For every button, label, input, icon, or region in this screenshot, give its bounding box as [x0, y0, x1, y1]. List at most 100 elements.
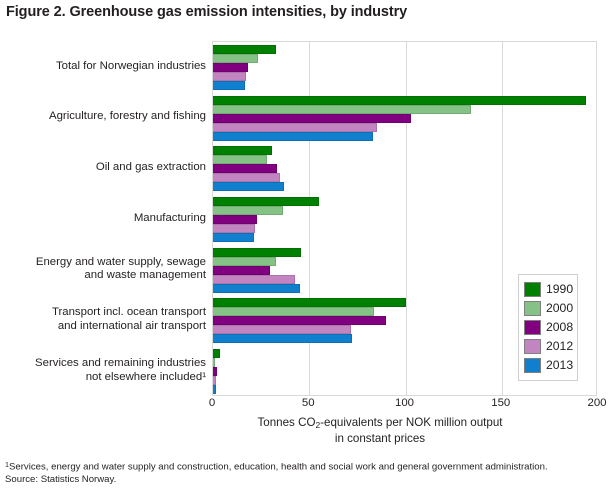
footnote-divider — [0, 455, 610, 456]
category-label-line: and waste management — [84, 269, 206, 282]
footnotes: 1Services, energy and water supply and c… — [5, 459, 607, 486]
bar-group — [213, 296, 596, 347]
bar — [213, 298, 406, 308]
category-label-line: and international air transport — [57, 319, 206, 332]
bar — [213, 214, 257, 224]
bar — [213, 223, 255, 233]
bar — [213, 316, 387, 326]
x-axis-title-subscript: 2 — [315, 420, 321, 431]
bar — [213, 274, 295, 284]
bar — [213, 232, 254, 242]
x-tick-label: 100 — [394, 397, 415, 409]
bar-group — [213, 93, 596, 144]
footnote-marker: 1 — [5, 460, 9, 469]
category-axis-labels: Total for Norwegian industries Agricultur… — [0, 41, 206, 396]
category-label: Transport incl. ocean transport and inter… — [0, 306, 206, 333]
bar — [213, 80, 245, 90]
category-label: Agriculture, forestry and fishing — [0, 110, 206, 124]
bar — [213, 71, 247, 81]
legend-item[interactable]: 1990 — [524, 280, 574, 299]
legend-item[interactable]: 2008 — [524, 318, 574, 337]
bar-group — [213, 245, 596, 296]
x-axis-ticks: 0 50 100 150 200 — [208, 397, 607, 413]
category-label: Total for Norwegian industries — [0, 60, 206, 74]
category-label-line: Services and remaining industries — [35, 357, 206, 370]
legend-label: 2013 — [546, 358, 574, 373]
gridline — [309, 42, 311, 395]
legend-swatch-icon — [524, 339, 541, 354]
x-axis-title: Tonnes CO2-equivalents per NOK million o… — [150, 416, 610, 446]
bar — [213, 385, 217, 395]
legend-swatch-icon — [524, 358, 541, 373]
bar — [213, 164, 278, 174]
bar — [213, 325, 352, 335]
x-tick-label: 150 — [491, 397, 511, 409]
bar — [213, 104, 471, 114]
bar — [213, 367, 217, 377]
category-label-line: Oil and gas extraction — [95, 161, 206, 174]
legend-item[interactable]: 2013 — [524, 356, 574, 375]
bar — [213, 122, 377, 132]
bar-group — [213, 42, 596, 93]
legend-item[interactable]: 2012 — [524, 337, 574, 356]
bar — [213, 95, 587, 105]
bar — [213, 307, 374, 317]
x-axis-title-post: -equivalents per NOK million output — [320, 416, 503, 429]
bar — [213, 256, 276, 266]
legend-swatch-icon — [524, 320, 541, 335]
bar — [213, 349, 220, 359]
legend-item[interactable]: 2000 — [524, 299, 574, 318]
category-label-line: Transport incl. ocean transport — [51, 306, 206, 319]
bar — [213, 205, 284, 215]
x-tick-label: 0 — [208, 397, 216, 409]
bar — [213, 113, 412, 123]
bar — [213, 376, 216, 386]
footnote-note: 1Services, energy and water supply and c… — [5, 459, 607, 474]
x-tick-label: 200 — [587, 397, 607, 409]
gridline — [501, 42, 503, 395]
plot-area — [212, 41, 597, 396]
x-axis-title-line1: Tonnes CO2-equivalents per NOK million o… — [257, 416, 503, 431]
page-title: Figure 2. Greenhouse gas emission intens… — [6, 4, 408, 20]
bar — [213, 265, 270, 275]
legend-label: 2012 — [546, 339, 574, 354]
bar-group — [213, 194, 596, 245]
bar — [213, 334, 353, 344]
bar-group — [213, 143, 596, 194]
x-axis-title-pre: Tonnes CO — [257, 416, 316, 429]
legend-label: 1990 — [546, 282, 574, 297]
category-label-line: Agriculture, forestry and fishing — [48, 110, 206, 123]
bar — [213, 182, 284, 192]
bar — [213, 53, 259, 63]
legend-label: 2008 — [546, 320, 574, 335]
footnote-source: Source: Statistics Norway. — [5, 473, 117, 485]
bar — [213, 196, 319, 206]
bar — [213, 173, 280, 183]
bar — [213, 247, 302, 257]
category-label: Energy and water supply, sewage and waste… — [0, 256, 206, 283]
bar — [213, 358, 215, 368]
bar — [213, 283, 300, 293]
bar — [213, 62, 249, 72]
legend-label: 2000 — [546, 301, 574, 316]
category-label-line: not elsewhere included¹ — [85, 370, 206, 383]
gridline — [405, 42, 407, 395]
bars-layer — [213, 42, 596, 395]
bar — [213, 146, 272, 156]
x-tick-label: 50 — [301, 397, 315, 409]
legend-swatch-icon — [524, 282, 541, 297]
bar-group — [213, 346, 596, 397]
bar — [213, 131, 373, 141]
category-label: Manufacturing — [0, 212, 206, 226]
category-label-line: Manufacturing — [133, 211, 206, 224]
category-label: Oil and gas extraction — [0, 161, 206, 175]
legend-swatch-icon — [524, 301, 541, 316]
bar — [213, 44, 276, 54]
category-label: Services and remaining industries not els… — [0, 357, 206, 384]
x-axis-title-line2: in constant prices — [334, 432, 426, 446]
footnote-text: Services, energy and water supply and co… — [9, 461, 548, 473]
category-label-line: Total for Norwegian industries — [55, 59, 206, 72]
bar — [213, 155, 268, 165]
category-label-line: Energy and water supply, sewage — [35, 255, 206, 268]
